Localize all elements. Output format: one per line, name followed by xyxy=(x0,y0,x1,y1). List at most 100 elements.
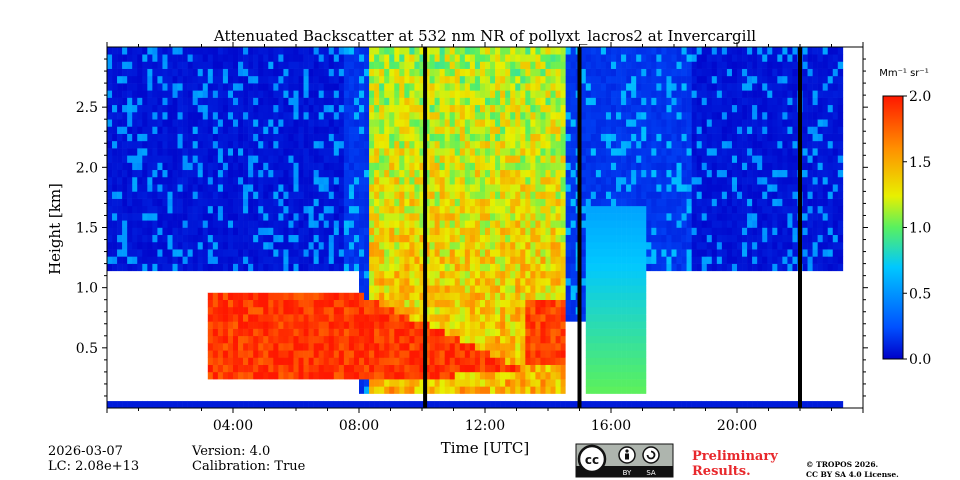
heatmap-cell xyxy=(530,176,536,185)
heatmap-cell xyxy=(157,328,163,337)
heatmap-cell xyxy=(525,220,531,228)
heatmap-cell xyxy=(550,227,556,236)
heatmap-cell xyxy=(192,379,199,387)
heatmap-cell xyxy=(364,343,370,351)
heatmap-cell xyxy=(495,213,501,221)
heatmap-cell xyxy=(485,285,491,293)
heatmap-cell xyxy=(464,350,471,358)
heatmap-cell xyxy=(243,292,249,300)
heatmap-cell xyxy=(374,75,380,84)
heatmap-cell xyxy=(485,119,491,127)
heatmap-cell xyxy=(273,335,279,344)
heatmap-cell xyxy=(419,270,425,279)
heatmap-cell xyxy=(298,386,304,394)
heatmap-cell xyxy=(515,104,521,113)
heatmap-cell xyxy=(303,256,309,264)
heatmap-cell xyxy=(303,285,309,293)
heatmap-cell xyxy=(535,379,541,387)
heatmap-cell xyxy=(454,285,461,293)
heatmap-cell xyxy=(520,321,526,329)
heatmap-cell xyxy=(303,314,309,322)
heatmap-cell xyxy=(117,393,123,402)
heatmap-cell xyxy=(535,227,541,236)
heatmap-cell xyxy=(384,350,390,358)
heatmap-cell xyxy=(404,328,410,337)
heatmap-cell xyxy=(510,350,516,358)
heatmap-cell xyxy=(550,386,556,394)
heatmap-cell xyxy=(238,220,244,228)
heatmap-cell xyxy=(132,306,138,315)
heatmap-cell xyxy=(243,75,249,84)
heatmap-cell xyxy=(167,357,173,365)
heatmap-cell xyxy=(600,220,607,228)
heatmap-cell xyxy=(555,306,561,315)
heatmap-cell xyxy=(399,191,405,199)
heatmap-cell xyxy=(444,371,451,380)
heatmap-cell xyxy=(449,47,456,55)
heatmap-cell xyxy=(227,97,234,106)
heatmap-cell xyxy=(152,241,158,250)
heatmap-cell xyxy=(434,321,440,329)
heatmap-cell xyxy=(157,270,163,279)
heatmap-cell xyxy=(278,400,284,409)
heatmap-cell xyxy=(308,47,314,55)
heatmap-cell xyxy=(359,47,365,55)
heatmap-cell xyxy=(313,220,319,228)
heatmap-cell xyxy=(570,176,577,185)
heatmap-cell xyxy=(394,321,400,329)
heatmap-cell xyxy=(434,256,440,264)
heatmap-cell xyxy=(323,400,330,409)
heatmap-cell xyxy=(409,140,415,149)
heatmap-cell xyxy=(278,256,284,264)
heatmap-cell xyxy=(469,54,476,62)
heatmap-cell xyxy=(384,386,390,394)
heatmap-cell xyxy=(419,119,425,127)
heatmap-cell xyxy=(510,400,516,409)
heatmap-cell xyxy=(394,371,400,380)
heatmap-cell xyxy=(419,220,425,228)
heatmap-cell xyxy=(464,90,471,98)
heatmap-cell xyxy=(142,249,148,257)
heatmap-cell xyxy=(243,155,249,163)
heatmap-cell xyxy=(565,198,571,207)
heatmap-cell xyxy=(510,111,516,120)
heatmap-cell xyxy=(570,148,577,156)
heatmap-cell xyxy=(495,61,501,69)
heatmap-cell xyxy=(117,256,123,264)
heatmap-cell xyxy=(117,133,123,142)
heatmap-cell xyxy=(369,256,375,264)
heatmap-cell xyxy=(449,155,456,163)
heatmap-cell xyxy=(343,169,350,178)
heatmap-cell xyxy=(364,126,370,134)
heatmap-cell xyxy=(550,97,556,106)
heatmap-cell xyxy=(117,213,123,221)
heatmap-cell xyxy=(414,97,420,106)
heatmap-cell xyxy=(479,393,486,402)
heatmap-cell xyxy=(122,104,128,113)
heatmap-cell xyxy=(127,306,133,315)
heatmap-cell xyxy=(132,68,138,77)
heatmap-cell xyxy=(343,140,350,149)
heatmap-cell xyxy=(117,155,123,163)
heatmap-cell xyxy=(459,241,466,250)
heatmap-cell xyxy=(384,241,390,250)
heatmap-cell xyxy=(207,386,214,394)
heatmap-cell xyxy=(389,350,395,358)
heatmap-cell xyxy=(540,184,546,192)
heatmap-cell xyxy=(202,61,209,69)
heatmap-cell xyxy=(605,111,612,120)
heatmap-cell xyxy=(177,148,183,156)
heatmap-cell xyxy=(222,292,229,300)
heatmap-cell xyxy=(560,393,566,402)
heatmap-cell xyxy=(172,241,178,250)
heatmap-cell xyxy=(323,393,330,402)
heatmap-cell xyxy=(313,133,319,142)
heatmap-cell xyxy=(600,285,607,293)
heatmap-cell xyxy=(364,213,370,221)
heatmap-cell xyxy=(419,263,425,272)
heatmap-cell xyxy=(530,205,536,214)
heatmap-cell xyxy=(217,54,224,62)
heatmap-cell xyxy=(227,263,234,272)
heatmap-cell xyxy=(167,256,173,264)
heatmap-cell xyxy=(112,249,118,257)
